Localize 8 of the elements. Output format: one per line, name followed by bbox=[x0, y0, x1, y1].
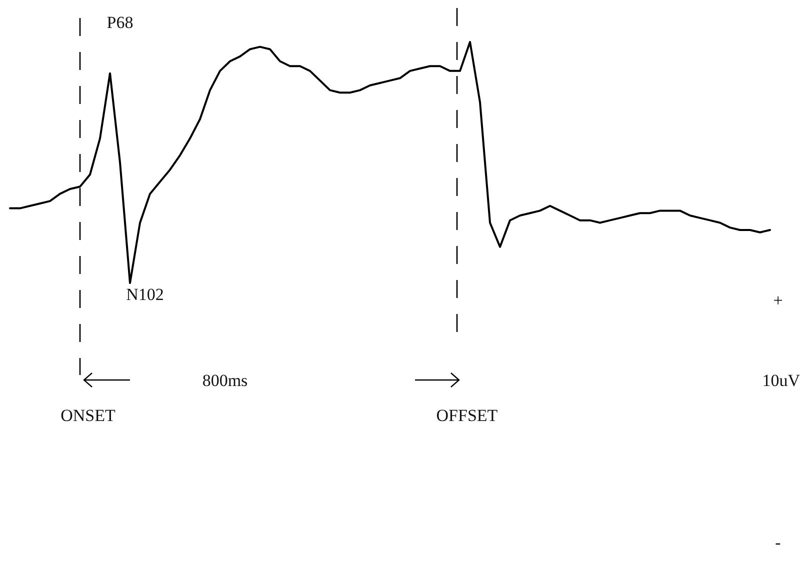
text: - bbox=[775, 533, 782, 552]
text: 800ms bbox=[202, 371, 248, 390]
text: OFFSET bbox=[436, 406, 498, 425]
text: P68 bbox=[106, 13, 134, 32]
text: + bbox=[773, 291, 783, 310]
text: 10uV bbox=[762, 371, 801, 390]
text: N102 bbox=[126, 285, 164, 304]
text: ONSET bbox=[60, 406, 116, 425]
